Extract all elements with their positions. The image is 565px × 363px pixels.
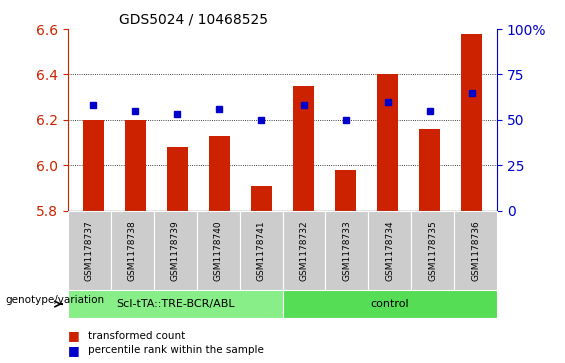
Text: GSM1178734: GSM1178734 [385,220,394,281]
Text: ■: ■ [68,344,80,357]
Text: control: control [371,299,409,309]
Text: GSM1178740: GSM1178740 [214,220,223,281]
Bar [209,136,230,211]
Bar [293,86,314,211]
Text: GSM1178739: GSM1178739 [171,220,180,281]
Text: percentile rank within the sample: percentile rank within the sample [88,345,263,355]
Text: GSM1178736: GSM1178736 [471,220,480,281]
Bar [377,74,398,211]
Bar [251,185,272,211]
Bar [167,147,188,211]
Bar [82,120,103,211]
Text: GSM1178735: GSM1178735 [428,220,437,281]
Text: ScI-tTA::TRE-BCR/ABL: ScI-tTA::TRE-BCR/ABL [116,299,234,309]
Text: GSM1178737: GSM1178737 [85,220,94,281]
Text: genotype/variation: genotype/variation [6,295,105,305]
Bar [335,170,356,211]
Bar [419,129,440,211]
Text: transformed count: transformed count [88,331,185,341]
Bar [125,120,146,211]
Text: GSM1178738: GSM1178738 [128,220,137,281]
Text: GSM1178741: GSM1178741 [257,220,266,281]
Text: GDS5024 / 10468525: GDS5024 / 10468525 [119,12,268,26]
Bar [462,33,483,211]
Text: ■: ■ [68,329,80,342]
Text: GSM1178733: GSM1178733 [342,220,351,281]
Text: GSM1178732: GSM1178732 [299,220,308,281]
